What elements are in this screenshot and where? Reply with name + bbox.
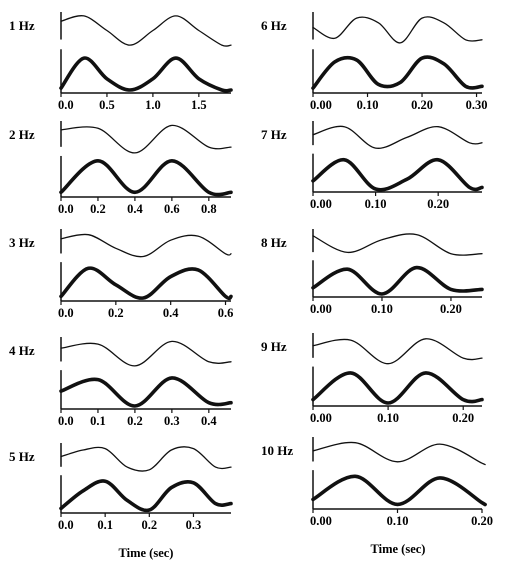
x-tick-label: 0.8 bbox=[201, 202, 217, 216]
x-tick-label: 0.00 bbox=[310, 411, 332, 425]
x-tick-label: 0.00 bbox=[310, 98, 332, 112]
x-tick-label: 0.10 bbox=[371, 302, 393, 316]
panel-title: 7 Hz bbox=[261, 127, 287, 142]
x-tick-label: 0.6 bbox=[218, 306, 234, 320]
panel-title: 2 Hz bbox=[9, 127, 35, 142]
x-tick-label: 0.20 bbox=[411, 98, 433, 112]
series-thin-line bbox=[312, 338, 483, 365]
x-tick-label: 0.0 bbox=[58, 98, 74, 112]
series-thick-line bbox=[59, 376, 233, 408]
x-tick-label: 0.3 bbox=[164, 414, 180, 428]
x-tick-label: 0.0 bbox=[58, 202, 74, 216]
panel-10hz: 10 Hz 0.00 0.10 0.20 Time (sec) bbox=[261, 437, 493, 556]
series-thin-line bbox=[312, 441, 486, 466]
x-tick-label: 0.00 bbox=[310, 514, 332, 528]
x-tick-label: 0.00 bbox=[310, 302, 332, 316]
x-axis-label: Time (sec) bbox=[119, 546, 174, 560]
x-tick-label: 0.2 bbox=[108, 306, 124, 320]
panel-8hz: 8 Hz 0.00 0.10 0.20 bbox=[261, 229, 484, 316]
x-tick-label: 0.1 bbox=[97, 518, 113, 532]
x-tick-label: 0.2 bbox=[127, 414, 143, 428]
x-tick-label: 0.20 bbox=[440, 302, 462, 316]
x-axis-label: Time (sec) bbox=[371, 542, 426, 556]
x-tick-label: 0.20 bbox=[452, 411, 474, 425]
panel-title: 8 Hz bbox=[261, 235, 287, 250]
x-tick-label: 0.0 bbox=[58, 518, 74, 532]
x-tick-label: 0.4 bbox=[163, 306, 179, 320]
x-tick-label: 1.5 bbox=[191, 98, 207, 112]
series-thick-line bbox=[311, 474, 487, 507]
x-tick-label: 0.4 bbox=[127, 202, 143, 216]
x-tick-label: 0.5 bbox=[99, 98, 115, 112]
x-tick-label: 0.0 bbox=[58, 414, 74, 428]
series-thick-line bbox=[59, 159, 233, 197]
panel-title: 4 Hz bbox=[9, 343, 35, 358]
x-tick-label: 0.20 bbox=[427, 197, 449, 211]
x-tick-label: 0.10 bbox=[377, 411, 399, 425]
series-thick-line bbox=[59, 266, 233, 301]
series-thin-line bbox=[312, 16, 483, 44]
x-tick-label: 0.10 bbox=[387, 514, 409, 528]
x-tick-label: 0.1 bbox=[90, 414, 106, 428]
series-thin-line bbox=[60, 446, 232, 472]
panel-3hz: 3 Hz 0.0 0.2 0.4 0.6 bbox=[9, 229, 233, 320]
panel-6hz: 6 Hz 0.00 0.10 0.20 0.30 bbox=[261, 12, 487, 112]
panel-title: 6 Hz bbox=[261, 18, 287, 33]
series-thin-line bbox=[60, 340, 232, 367]
x-tick-label: 0.3 bbox=[186, 518, 202, 532]
panel-1hz: 1 Hz 0.0 0.5 1.0 1.5 bbox=[9, 12, 233, 112]
series-thick-line bbox=[311, 265, 484, 296]
panel-4hz: 4 Hz 0.0 0.1 0.2 0.3 0.4 bbox=[9, 337, 233, 428]
x-tick-label: 1.0 bbox=[145, 98, 161, 112]
panel-7hz: 7 Hz 0.00 0.10 0.20 bbox=[261, 121, 484, 211]
panel-2hz: 2 Hz 0.0 0.2 0.4 0.6 0.8 bbox=[9, 121, 233, 216]
x-tick-label: 0.0 bbox=[58, 306, 74, 320]
series-thin-line bbox=[60, 15, 232, 47]
series-thick-line bbox=[311, 157, 484, 192]
series-thin-line bbox=[312, 125, 483, 149]
x-tick-label: 0.6 bbox=[164, 202, 180, 216]
x-tick-label: 0.2 bbox=[90, 202, 106, 216]
panel-9hz: 9 Hz 0.00 0.10 0.20 bbox=[261, 333, 484, 425]
series-thin-line bbox=[312, 233, 483, 256]
x-tick-label: 0.10 bbox=[365, 197, 387, 211]
panel-title: 5 Hz bbox=[9, 449, 35, 464]
series-thin-line bbox=[60, 233, 232, 258]
x-tick-label: 0.20 bbox=[471, 514, 493, 528]
series-thick-line bbox=[311, 55, 484, 90]
series-thick-line bbox=[59, 479, 233, 513]
panel-title: 10 Hz bbox=[261, 443, 293, 458]
x-tick-label: 0.00 bbox=[310, 197, 332, 211]
panel-title: 9 Hz bbox=[261, 339, 287, 354]
x-tick-label: 0.30 bbox=[466, 98, 488, 112]
series-thick-line bbox=[59, 56, 233, 93]
series-thick-line bbox=[311, 371, 484, 405]
panel-title: 3 Hz bbox=[9, 235, 35, 250]
x-tick-label: 0.10 bbox=[357, 98, 379, 112]
x-tick-label: 0.4 bbox=[201, 414, 217, 428]
panel-title: 1 Hz bbox=[9, 18, 35, 33]
panel-5hz: 5 Hz 0.0 0.1 0.2 0.3 Time (sec) bbox=[9, 443, 233, 560]
x-tick-label: 0.2 bbox=[141, 518, 157, 532]
series-thin-line bbox=[60, 124, 232, 154]
